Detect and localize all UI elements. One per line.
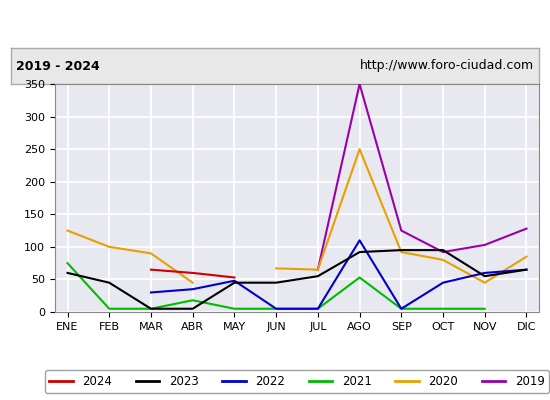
Legend: 2024, 2023, 2022, 2021, 2020, 2019: 2024, 2023, 2022, 2021, 2020, 2019: [45, 370, 549, 393]
Text: http://www.foro-ciudad.com: http://www.foro-ciudad.com: [360, 60, 534, 72]
Text: Evolucion Nº Turistas Nacionales en el municipio de Velefique: Evolucion Nº Turistas Nacionales en el m…: [10, 16, 540, 32]
Text: 2019 - 2024: 2019 - 2024: [16, 60, 100, 72]
